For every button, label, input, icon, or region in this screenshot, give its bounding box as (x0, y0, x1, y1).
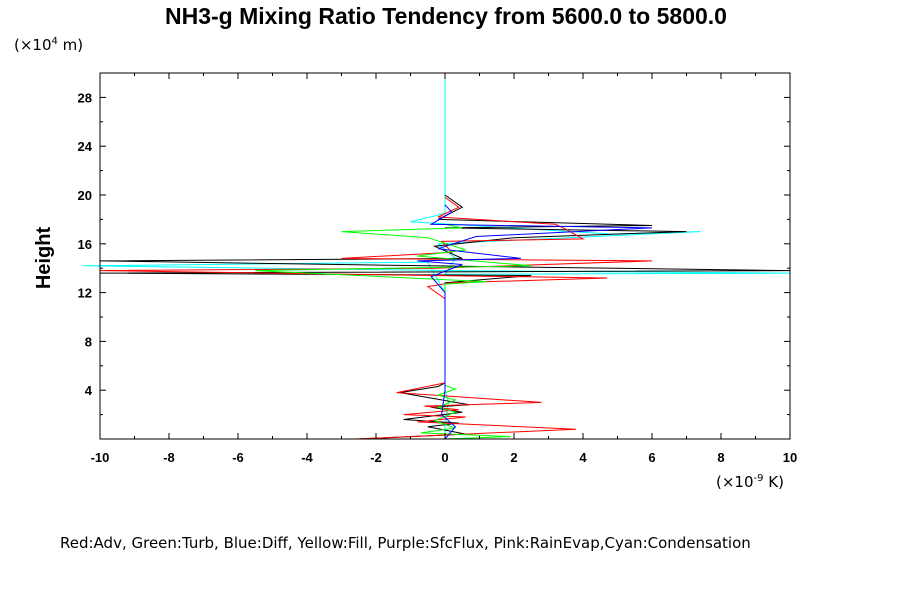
x-tick-label: -8 (163, 450, 175, 465)
series-line-1 (82, 73, 791, 439)
x-tick-label: -2 (370, 450, 382, 465)
y-tick-label: 28 (78, 90, 92, 105)
series-group (82, 73, 791, 440)
y-tick-label: 24 (78, 139, 93, 154)
x-tick-label: 10 (783, 450, 797, 465)
series-line-5 (417, 204, 653, 440)
y-axis-label: Height (33, 227, 55, 290)
chart-title: NH3-g Mixing Ratio Tendency from 5600.0 … (165, 3, 727, 29)
y-tick-label: 4 (85, 383, 93, 398)
x-tick-label: 4 (579, 450, 587, 465)
x-tick-label: 6 (648, 450, 655, 465)
x-tick-label: 0 (441, 450, 448, 465)
x-tick-label: -6 (232, 450, 244, 465)
y-tick-label: 12 (78, 286, 92, 301)
x-tick-label: 8 (717, 450, 724, 465)
series-line-4 (255, 223, 532, 440)
legend-text: Red:Adv, Green:Turb, Blue:Diff, Yellow:F… (60, 534, 751, 552)
series-line-3 (99, 196, 653, 440)
x-tick-label: 2 (510, 450, 517, 465)
x-tick-label: -10 (91, 450, 110, 465)
x-tick-label: -4 (301, 450, 313, 465)
y-tick-label: 16 (78, 237, 92, 252)
y-tick-label: 8 (85, 334, 92, 349)
y-tick-label: 20 (78, 188, 92, 203)
x-unit-label: (×10-9 K) (716, 473, 784, 491)
y-unit-label: (×104 m) (14, 36, 83, 54)
